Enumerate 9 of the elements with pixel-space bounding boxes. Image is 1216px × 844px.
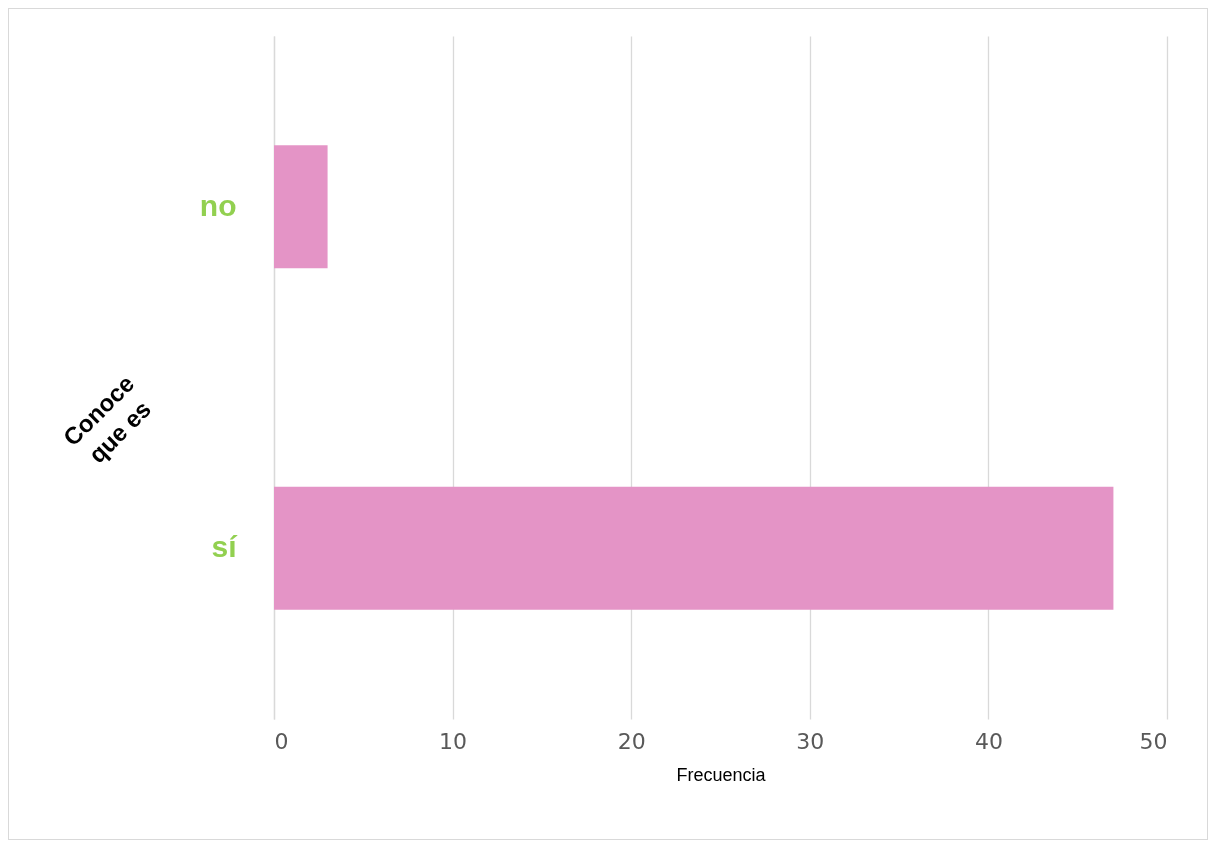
x-tick-label: 40 [974,728,1003,754]
x-axis-title: Frecuencia [676,764,767,785]
x-tick-label: 50 [1139,728,1168,754]
y-tick-label: no [199,188,237,222]
y-tick-label: sí [211,530,239,564]
x-tick-label: 0 [274,728,289,754]
x-tick-label: 30 [796,728,825,754]
x-tick-label: 10 [439,728,468,754]
x-tick-label: 20 [617,728,646,754]
